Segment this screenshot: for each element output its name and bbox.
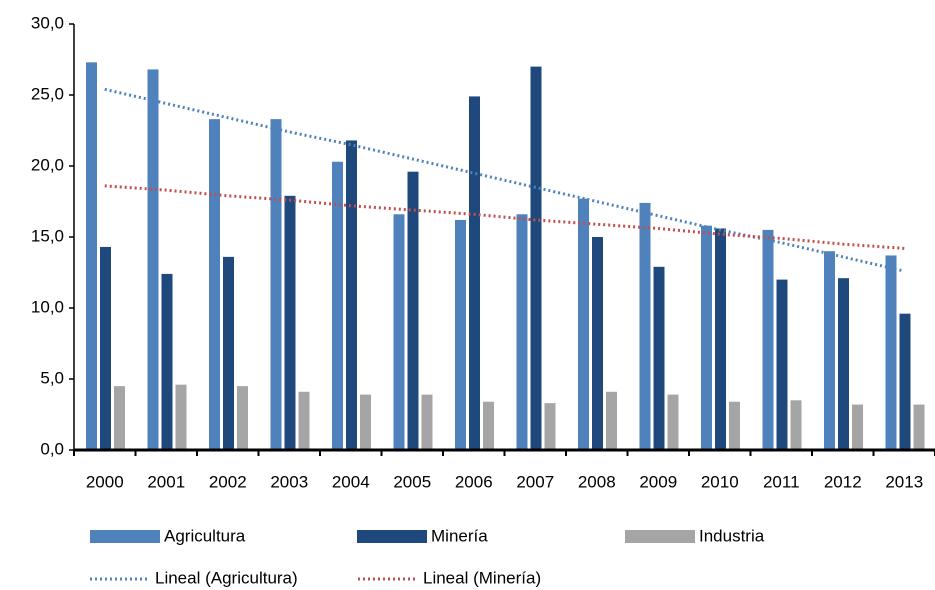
x-tick-label: 2010 [701, 472, 739, 491]
bar [284, 195, 296, 450]
bar [824, 251, 835, 450]
bar [913, 404, 925, 450]
x-tick-label: 2000 [86, 472, 124, 491]
bar [606, 391, 617, 450]
bar [360, 394, 371, 450]
bar [407, 171, 419, 450]
bar [393, 214, 405, 450]
bar [899, 313, 911, 450]
bar [885, 255, 897, 450]
legend-label: Lineal (Agricultura) [155, 568, 298, 587]
legend-label: Industria [699, 526, 765, 545]
x-tick-label: 2001 [147, 472, 185, 491]
x-tick-label: 2004 [332, 472, 370, 491]
legend-label: Minería [431, 526, 488, 545]
bar [852, 404, 863, 450]
legend-swatch [357, 530, 427, 543]
legend-label: Agricultura [164, 526, 246, 545]
x-tick-label: 2009 [639, 472, 677, 491]
y-tick-label: 0,0 [40, 439, 64, 458]
bar [100, 246, 111, 450]
y-tick-label: 15,0 [31, 226, 64, 245]
trend-line [104, 184, 905, 250]
bar [332, 161, 343, 451]
bar [114, 386, 125, 450]
bar [469, 96, 480, 451]
bar [209, 119, 220, 450]
bar [838, 278, 849, 450]
y-tick-label: 25,0 [31, 84, 64, 103]
x-tick-label: 2007 [516, 472, 554, 491]
y-tick-label: 5,0 [40, 368, 64, 387]
bar [223, 256, 234, 450]
bar [455, 219, 466, 450]
bar [639, 202, 651, 450]
legend-swatch [90, 530, 160, 543]
x-tick-label: 2006 [455, 472, 493, 491]
bar [790, 400, 802, 450]
y-tick-label: 30,0 [31, 13, 64, 32]
bar [729, 401, 740, 450]
x-tick-label: 2008 [578, 472, 616, 491]
legend-label: Lineal (Minería) [423, 568, 541, 587]
x-tick-label: 2002 [209, 472, 247, 491]
bar [175, 384, 187, 450]
bar [776, 279, 788, 450]
bar [762, 229, 774, 450]
bar [147, 69, 159, 450]
x-tick-label: 2012 [824, 472, 862, 491]
x-tick-label: 2003 [270, 472, 308, 491]
bar [516, 214, 528, 450]
x-tick-label: 2013 [885, 472, 923, 491]
bar [578, 198, 589, 450]
bar [298, 391, 310, 450]
bar [161, 273, 173, 450]
bar [530, 66, 542, 450]
x-tick-label: 2005 [393, 472, 431, 491]
bar [715, 228, 726, 450]
bar [483, 401, 494, 450]
bar [544, 403, 556, 450]
bar [270, 119, 282, 450]
y-tick-label: 20,0 [31, 155, 64, 174]
bar [592, 237, 603, 450]
y-tick-label: 10,0 [31, 297, 64, 316]
legend-swatch [625, 530, 695, 543]
bar [701, 225, 712, 450]
trend-line [104, 87, 905, 273]
bar [421, 394, 433, 450]
bar [653, 266, 665, 450]
bar [346, 140, 357, 450]
bar [667, 394, 679, 450]
x-tick-label: 2011 [763, 472, 800, 491]
bar [86, 62, 97, 451]
bar [237, 386, 248, 450]
